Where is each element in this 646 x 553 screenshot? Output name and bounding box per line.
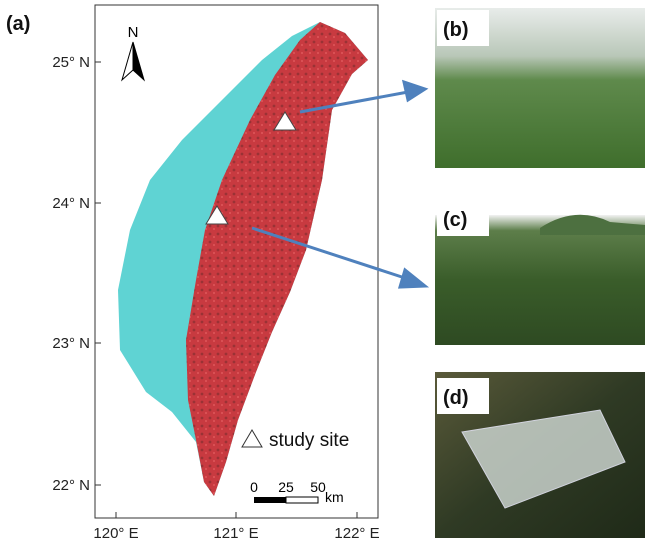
scale-label: 25 bbox=[278, 479, 294, 495]
page: {"panel_labels": ["(a)", "(b)", "(c)", "… bbox=[0, 0, 646, 548]
scale-label: 0 bbox=[250, 479, 258, 495]
lat-label: 23° N bbox=[52, 335, 90, 352]
lat-label: 22° N bbox=[52, 477, 90, 494]
scale-bar bbox=[286, 497, 318, 503]
panel-label: (a) bbox=[6, 13, 30, 35]
scale-label: 50 bbox=[310, 479, 326, 495]
figure: 25° N 24° N 23° N 22° N 120° E 121° E 12… bbox=[0, 0, 646, 548]
panel-label: (d) bbox=[443, 387, 469, 409]
lon-label: 120° E bbox=[93, 525, 138, 542]
panel-label: (b) bbox=[443, 19, 469, 41]
panel-label: (c) bbox=[443, 209, 467, 231]
lat-label: 24° N bbox=[52, 195, 90, 212]
legend-label: study site bbox=[269, 430, 349, 451]
lon-label: 121° E bbox=[213, 525, 258, 542]
scale-bar bbox=[254, 497, 286, 503]
lon-label: 122° E bbox=[334, 525, 379, 542]
scale-unit: km bbox=[325, 489, 344, 505]
north-label: N bbox=[128, 24, 139, 41]
lat-label: 25° N bbox=[52, 54, 90, 71]
